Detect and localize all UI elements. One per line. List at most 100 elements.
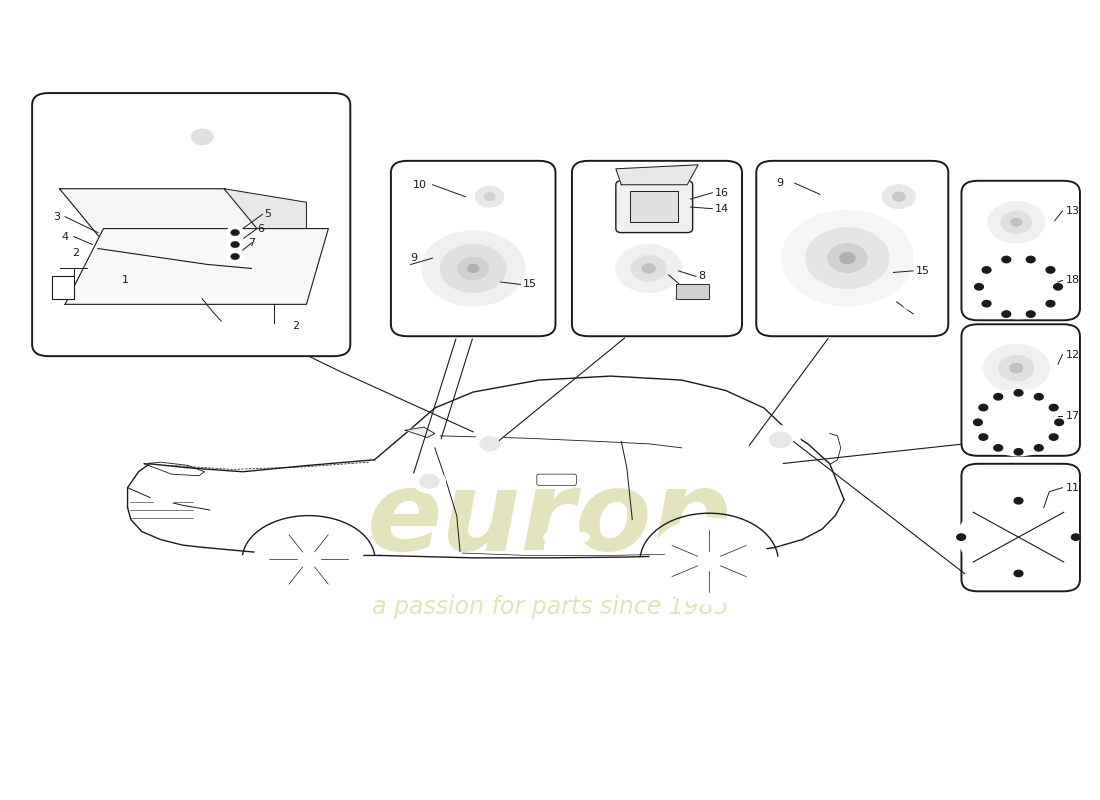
Text: 2: 2 bbox=[73, 247, 79, 258]
Circle shape bbox=[1001, 211, 1032, 234]
Circle shape bbox=[776, 298, 791, 310]
Circle shape bbox=[227, 238, 244, 251]
Circle shape bbox=[983, 344, 1049, 392]
Circle shape bbox=[528, 290, 541, 299]
FancyBboxPatch shape bbox=[961, 464, 1080, 591]
Circle shape bbox=[1034, 394, 1043, 400]
FancyBboxPatch shape bbox=[616, 181, 693, 233]
Circle shape bbox=[1002, 256, 1011, 262]
Circle shape bbox=[892, 192, 905, 202]
Circle shape bbox=[977, 194, 1056, 251]
Circle shape bbox=[957, 534, 966, 540]
Circle shape bbox=[696, 551, 723, 570]
Text: 5: 5 bbox=[264, 210, 272, 219]
Circle shape bbox=[1054, 284, 1063, 290]
FancyBboxPatch shape bbox=[537, 474, 576, 486]
Circle shape bbox=[975, 284, 983, 290]
Ellipse shape bbox=[967, 505, 1070, 570]
Text: europ: europ bbox=[367, 466, 733, 573]
FancyBboxPatch shape bbox=[757, 161, 948, 336]
Circle shape bbox=[227, 250, 244, 263]
Text: 9: 9 bbox=[776, 178, 783, 188]
Text: 14: 14 bbox=[715, 204, 728, 214]
Circle shape bbox=[974, 419, 982, 426]
FancyBboxPatch shape bbox=[390, 161, 556, 336]
Circle shape bbox=[440, 245, 506, 292]
FancyBboxPatch shape bbox=[630, 191, 679, 222]
FancyBboxPatch shape bbox=[961, 324, 1080, 456]
Circle shape bbox=[1049, 404, 1058, 410]
Circle shape bbox=[576, 532, 590, 542]
Circle shape bbox=[1014, 449, 1023, 455]
Polygon shape bbox=[59, 189, 290, 269]
Circle shape bbox=[466, 315, 480, 325]
Text: 15: 15 bbox=[915, 266, 930, 276]
Circle shape bbox=[231, 254, 240, 260]
FancyBboxPatch shape bbox=[32, 93, 350, 356]
Polygon shape bbox=[676, 285, 710, 298]
Circle shape bbox=[882, 185, 915, 209]
Circle shape bbox=[903, 206, 918, 218]
FancyBboxPatch shape bbox=[961, 181, 1080, 320]
Text: 9: 9 bbox=[410, 253, 418, 263]
Circle shape bbox=[664, 529, 754, 594]
Circle shape bbox=[1014, 570, 1023, 577]
Text: 4: 4 bbox=[62, 231, 68, 242]
Circle shape bbox=[191, 129, 213, 145]
Circle shape bbox=[1034, 445, 1043, 451]
Circle shape bbox=[781, 210, 913, 306]
Circle shape bbox=[1046, 266, 1055, 273]
Text: 11: 11 bbox=[1066, 482, 1080, 493]
Circle shape bbox=[466, 212, 480, 222]
Circle shape bbox=[543, 532, 557, 542]
Text: a passion for parts since 1985: a passion for parts since 1985 bbox=[372, 595, 728, 619]
Circle shape bbox=[484, 193, 495, 201]
Circle shape bbox=[631, 256, 667, 282]
Circle shape bbox=[405, 290, 418, 299]
Circle shape bbox=[297, 550, 321, 568]
Circle shape bbox=[1049, 434, 1058, 440]
Text: 6: 6 bbox=[256, 223, 264, 234]
Circle shape bbox=[480, 437, 499, 451]
Circle shape bbox=[468, 265, 478, 273]
Circle shape bbox=[979, 434, 988, 440]
Polygon shape bbox=[405, 427, 435, 438]
Circle shape bbox=[1046, 301, 1055, 307]
Polygon shape bbox=[125, 269, 307, 288]
Circle shape bbox=[766, 198, 930, 318]
Circle shape bbox=[1010, 363, 1023, 373]
Circle shape bbox=[227, 226, 244, 239]
Text: 1: 1 bbox=[122, 275, 129, 286]
Circle shape bbox=[616, 245, 682, 292]
Circle shape bbox=[1011, 218, 1022, 226]
Circle shape bbox=[761, 426, 800, 454]
Circle shape bbox=[1055, 419, 1064, 426]
Circle shape bbox=[1026, 256, 1035, 262]
Circle shape bbox=[982, 301, 991, 307]
Circle shape bbox=[993, 394, 1002, 400]
Circle shape bbox=[183, 122, 222, 151]
Text: 10: 10 bbox=[412, 180, 427, 190]
Circle shape bbox=[979, 404, 988, 410]
Text: 3: 3 bbox=[53, 212, 59, 222]
FancyBboxPatch shape bbox=[572, 161, 742, 336]
Circle shape bbox=[1026, 311, 1035, 318]
Text: 18: 18 bbox=[1066, 275, 1080, 286]
Circle shape bbox=[421, 231, 525, 306]
Circle shape bbox=[412, 470, 446, 494]
Ellipse shape bbox=[958, 499, 1079, 575]
Circle shape bbox=[974, 391, 984, 399]
Text: 2: 2 bbox=[292, 321, 299, 331]
Polygon shape bbox=[616, 165, 699, 185]
Circle shape bbox=[999, 355, 1034, 381]
Text: 7: 7 bbox=[248, 238, 255, 248]
Circle shape bbox=[458, 258, 488, 280]
Circle shape bbox=[989, 401, 1048, 444]
Circle shape bbox=[473, 432, 506, 456]
Circle shape bbox=[261, 324, 287, 343]
Circle shape bbox=[528, 238, 541, 247]
Circle shape bbox=[1014, 498, 1023, 504]
Text: 8: 8 bbox=[698, 271, 705, 282]
Text: 12: 12 bbox=[1066, 350, 1080, 359]
Circle shape bbox=[642, 264, 656, 274]
